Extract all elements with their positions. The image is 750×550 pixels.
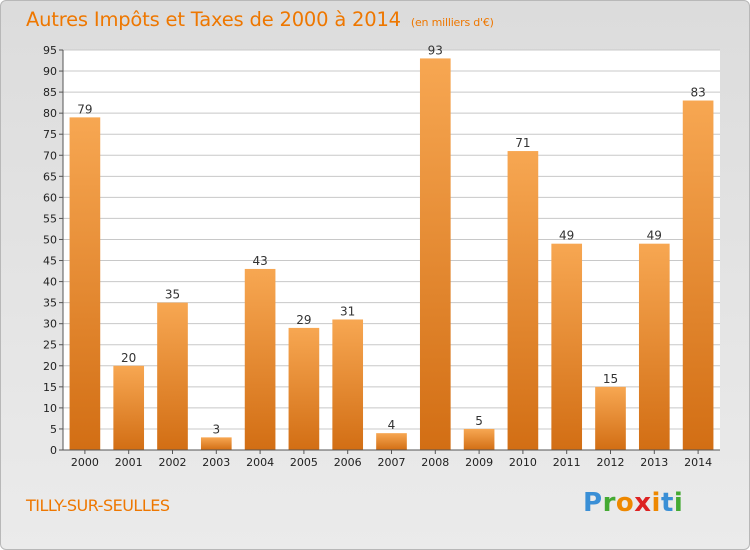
x-tick-label: 2002	[159, 456, 187, 469]
y-tick-label: 20	[43, 360, 57, 373]
x-tick-label: 2010	[509, 456, 537, 469]
bar-2006	[332, 319, 364, 450]
chart-title: Autres Impôts et Taxes de 2000 à 2014 (e…	[26, 8, 494, 31]
y-tick-label: 55	[43, 212, 57, 225]
y-tick-label: 5	[50, 423, 57, 436]
data-label-2008: 93	[428, 43, 443, 57]
town-name: TILLY-SUR-SEULLES	[26, 496, 170, 515]
data-label-2000: 79	[77, 102, 92, 116]
y-tick-label: 60	[43, 191, 57, 204]
bars: 79 20 35 3 43 29 31 4 93 5 71 49 15 49 83	[69, 43, 714, 451]
data-label-2003: 3	[212, 422, 220, 436]
data-label-2012: 15	[603, 372, 618, 386]
x-tick-label: 2000	[71, 456, 99, 469]
bar-2001	[113, 365, 145, 450]
x-tick-label: 2007	[378, 456, 406, 469]
data-label-2010: 71	[515, 136, 530, 150]
bar-2004	[244, 268, 276, 450]
y-tick-label: 15	[43, 381, 57, 394]
y-tick-label: 65	[43, 170, 57, 183]
bar-2007	[376, 433, 407, 450]
x-tick-label: 2014	[684, 456, 712, 469]
y-tick-label: 0	[50, 444, 57, 457]
y-tick-label: 25	[43, 339, 57, 352]
bar-2011	[551, 243, 583, 450]
chart-title-text: Autres Impôts et Taxes de 2000 à 2014	[26, 8, 401, 31]
bar-2012	[595, 386, 626, 450]
bar-2009	[463, 428, 495, 450]
y-tick-label: 40	[43, 276, 57, 289]
bar-2008	[419, 58, 451, 450]
proxiti-logo: Proxiti	[583, 488, 684, 518]
y-tick-label: 35	[43, 297, 57, 310]
x-tick-label: 2005	[290, 456, 318, 469]
data-label-2005: 29	[296, 313, 311, 327]
data-label-2011: 49	[559, 229, 574, 243]
x-tick-label: 2001	[115, 456, 143, 469]
x-tick-label: 2003	[202, 456, 230, 469]
y-tick-label: 70	[43, 149, 57, 162]
bar-2013	[638, 243, 670, 450]
y-tick-label: 10	[43, 402, 57, 415]
x-tick-label: 2013	[640, 456, 668, 469]
data-label-2009: 5	[475, 414, 483, 428]
x-axis: 2000 2001 2002 2003 2004 2005 2006 2007 2008 2009…	[71, 450, 712, 469]
x-tick-label: 2008	[421, 456, 449, 469]
x-tick-label: 2011	[553, 456, 581, 469]
data-label-2007: 4	[388, 418, 396, 432]
data-label-2002: 35	[165, 288, 180, 302]
chart-unit: (en milliers d'€)	[410, 16, 494, 29]
y-tick-label: 30	[43, 318, 57, 331]
x-tick-label: 2006	[334, 456, 362, 469]
data-label-2004: 43	[252, 254, 267, 268]
bar-2010	[507, 151, 539, 451]
bar-2014	[682, 100, 714, 451]
y-tick-label: 95	[43, 44, 57, 57]
y-tick-label: 80	[43, 107, 57, 120]
y-tick-label: 85	[43, 86, 57, 99]
data-label-2014: 83	[690, 86, 705, 100]
data-label-2013: 49	[647, 229, 662, 243]
y-tick-label: 50	[43, 233, 57, 246]
y-tick-label: 90	[43, 65, 57, 78]
data-label-2001: 20	[121, 351, 136, 365]
bar-2003	[200, 437, 232, 450]
x-tick-label: 2012	[597, 456, 625, 469]
bar-2002	[157, 302, 188, 450]
x-tick-label: 2004	[246, 456, 274, 469]
y-tick-label: 75	[43, 128, 57, 141]
bar-2005	[288, 327, 320, 450]
bar-2000	[69, 117, 101, 451]
x-tick-label: 2009	[465, 456, 493, 469]
data-label-2006: 31	[340, 304, 355, 318]
y-tick-label: 45	[43, 255, 57, 268]
